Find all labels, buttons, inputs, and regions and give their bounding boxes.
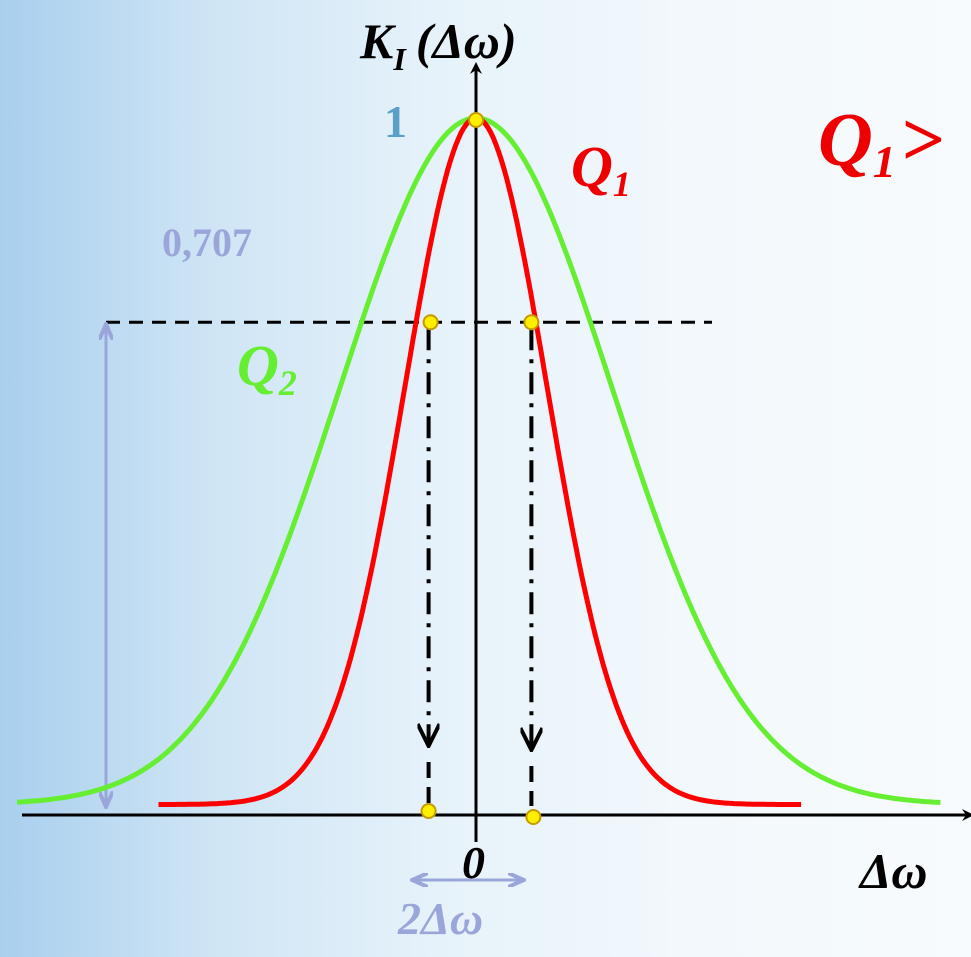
series-q1-label: Q1: [571, 134, 631, 204]
half-power-left-marker: [422, 314, 439, 331]
peak-marker: [468, 112, 484, 128]
peak-value-label: 1: [384, 96, 407, 147]
relation-label: Q1>: [818, 98, 945, 187]
level-value-label: 0,707: [162, 220, 252, 265]
bandwidth-left-marker: [420, 803, 437, 819]
bandwidth-right-marker: [525, 809, 542, 825]
x-origin-label: 0: [462, 837, 485, 888]
marker-group: [420, 112, 542, 825]
series-q2-label: Q2: [237, 333, 297, 403]
bandwidth-label: 2Δω: [397, 893, 483, 944]
series-q1-curve: [158, 115, 802, 807]
series-q2-curve: [16, 115, 941, 805]
half-power-right-marker: [523, 314, 540, 331]
y-axis-label: KI (Δω): [359, 13, 517, 77]
x-axis-label: Δω: [858, 843, 928, 899]
